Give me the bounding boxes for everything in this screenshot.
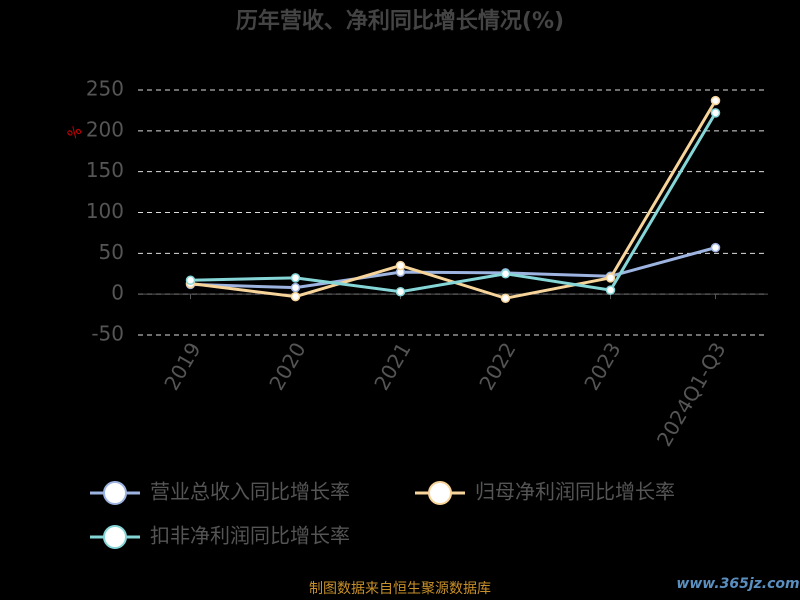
data-point — [395, 286, 406, 297]
data-point — [710, 95, 721, 106]
y-tick-label: 100 — [86, 199, 124, 223]
data-point — [395, 260, 406, 271]
data-point — [605, 285, 616, 295]
data-point — [605, 273, 616, 283]
y-tick-label: 200 — [86, 117, 124, 141]
series-line — [190, 246, 716, 290]
legend-label: 归母净利润同比增长率 — [475, 480, 675, 504]
data-point — [185, 275, 196, 286]
chart-title: 历年营收、净利同比增长情况(%) — [236, 8, 564, 34]
y-tick-label: 150 — [86, 158, 124, 182]
legend-label: 扣非净利润同比增长率 — [150, 524, 350, 548]
data-point — [500, 269, 511, 279]
data-point — [500, 293, 511, 303]
legend-marker — [103, 481, 127, 505]
data-point — [710, 108, 721, 118]
data-point — [710, 242, 721, 253]
legend-marker — [428, 481, 452, 505]
source-note: 制图数据来自恒生聚源数据库 — [309, 581, 491, 597]
legend-marker — [103, 525, 127, 549]
legend-label: 营业总收入同比增长率 — [150, 480, 350, 504]
y-tick-label: 250 — [86, 77, 124, 101]
y-tick-label: -50 — [91, 322, 124, 346]
y-tick-label: 0 — [111, 281, 124, 305]
data-point — [290, 282, 301, 293]
y-tick-label: 50 — [99, 240, 124, 264]
watermark: www.365jz.com — [676, 576, 799, 592]
series-line — [190, 112, 717, 294]
data-point — [290, 291, 301, 302]
data-point — [290, 273, 301, 283]
